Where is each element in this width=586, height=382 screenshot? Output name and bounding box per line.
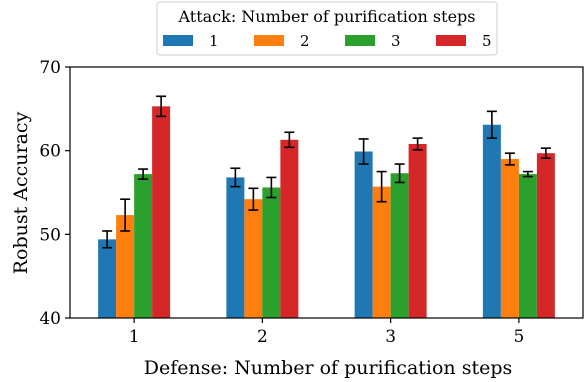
legend-frame bbox=[156, 1, 498, 56]
x-tick-label-3: 3 bbox=[385, 327, 396, 347]
y-tick-label-70: 70 bbox=[39, 58, 61, 78]
legend-swatch-5 bbox=[436, 35, 466, 46]
bar-series-3-cat-5 bbox=[518, 174, 537, 318]
x-tick-label-1: 1 bbox=[129, 327, 140, 347]
legend-label-2: 2 bbox=[300, 32, 310, 50]
bar-series-1-cat-2 bbox=[226, 177, 245, 318]
y-tick-label-60: 60 bbox=[39, 142, 61, 162]
bar-series-5-cat-2 bbox=[280, 139, 299, 318]
bar-series-5-cat-1 bbox=[152, 106, 171, 318]
x-tick-label-2: 2 bbox=[257, 327, 268, 347]
bar-series-2-cat-3 bbox=[372, 186, 391, 318]
bar-series-2-cat-2 bbox=[244, 199, 263, 318]
x-tick-label-5: 5 bbox=[513, 327, 524, 347]
y-tick-label-40: 40 bbox=[39, 309, 61, 329]
x-axis-label: Defense: Number of purification steps bbox=[144, 357, 513, 379]
bar-series-5-cat-3 bbox=[408, 143, 427, 318]
legend-swatch-2 bbox=[254, 35, 284, 46]
legend-label-1: 1 bbox=[209, 32, 219, 50]
legend-label-3: 3 bbox=[391, 32, 401, 50]
bar-series-1-cat-1 bbox=[98, 239, 117, 318]
bar-series-3-cat-3 bbox=[390, 173, 409, 318]
bar-series-5-cat-5 bbox=[536, 153, 555, 318]
legend: Attack: Number of purification steps 1 2 3… bbox=[156, 1, 498, 56]
bar-series-2-cat-5 bbox=[500, 159, 519, 318]
bar-series-1-cat-3 bbox=[354, 151, 373, 318]
legend-swatch-3 bbox=[345, 35, 375, 46]
legend-label-5: 5 bbox=[482, 32, 492, 50]
y-axis-label: Robust Accuracy bbox=[10, 111, 32, 274]
legend-swatch-1 bbox=[163, 35, 193, 46]
plot-frame bbox=[69, 66, 584, 319]
y-tick-label-50: 50 bbox=[39, 225, 61, 245]
bar-series-3-cat-1 bbox=[134, 174, 153, 318]
bar-series-1-cat-5 bbox=[482, 124, 501, 318]
bar-series-2-cat-1 bbox=[116, 215, 135, 318]
bar-series-3-cat-2 bbox=[262, 187, 281, 318]
legend-title: Attack: Number of purification steps bbox=[178, 7, 476, 26]
